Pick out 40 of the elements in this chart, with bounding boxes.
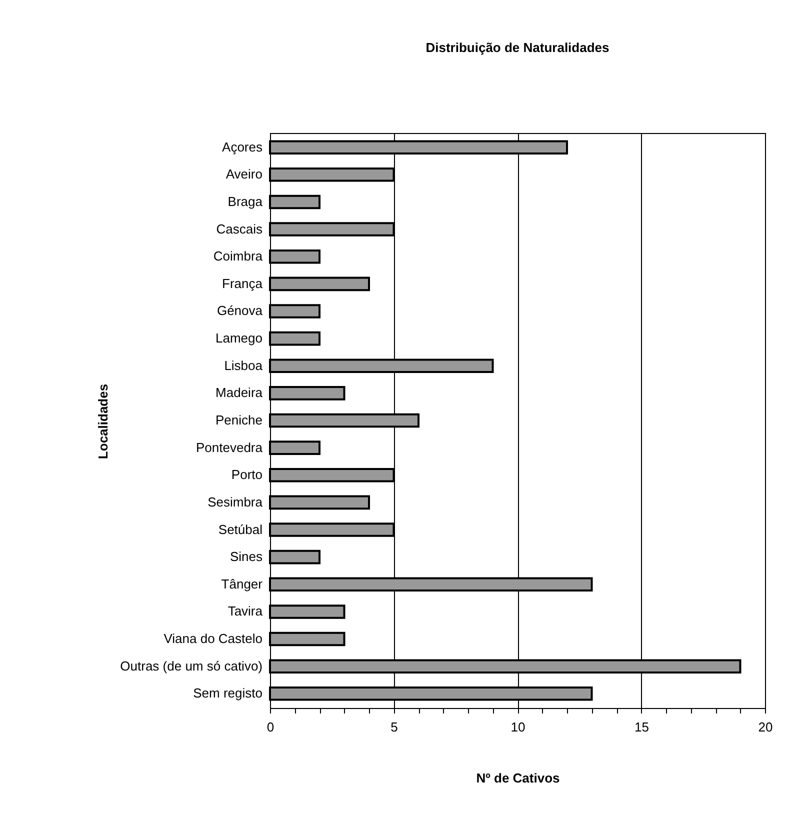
x-tick-label: 5 bbox=[390, 720, 398, 734]
y-tick-label: Braga bbox=[228, 194, 264, 209]
y-tick-label: Porto bbox=[231, 467, 262, 482]
x-tick-label: 10 bbox=[510, 720, 526, 734]
y-tick-label: Tavira bbox=[228, 604, 264, 619]
bar bbox=[269, 276, 370, 292]
y-tick-label: França bbox=[222, 276, 264, 291]
y-tick-label: Génova bbox=[216, 303, 264, 318]
bar bbox=[269, 440, 320, 455]
bar bbox=[269, 386, 346, 400]
y-tick-label: Pontevedra bbox=[196, 440, 264, 455]
bar bbox=[269, 604, 346, 619]
y-tick-label: Lisboa bbox=[224, 358, 264, 373]
y-tick-label: Peniche bbox=[216, 412, 262, 428]
y-tick-label: Madeira bbox=[216, 385, 264, 400]
y-tick-label: Sesimbra bbox=[208, 494, 264, 510]
y-tick-label: Coimbra bbox=[213, 248, 264, 264]
bar bbox=[269, 304, 320, 318]
y-tick-label: Tânger bbox=[221, 576, 264, 592]
x-tick-label: 0 bbox=[266, 720, 274, 734]
bar bbox=[269, 550, 320, 564]
y-tick-label: Viana do Castelo bbox=[164, 631, 262, 646]
x-axis-title: Nº de Cativos bbox=[476, 770, 560, 786]
y-tick-label: Aveiro bbox=[226, 166, 262, 182]
y-axis-title: Localidades bbox=[96, 384, 110, 460]
y-tick-label: Cascais bbox=[216, 221, 263, 236]
x-tick-label: 15 bbox=[634, 720, 649, 734]
bar bbox=[269, 249, 320, 264]
bar bbox=[269, 632, 346, 646]
bar bbox=[269, 331, 320, 346]
x-tick-label: 20 bbox=[758, 720, 773, 734]
y-tick-label: Outras (de um só cativo) bbox=[120, 658, 262, 674]
bar bbox=[269, 194, 320, 210]
y-tick-label: Sem registo bbox=[193, 686, 262, 701]
bar bbox=[269, 495, 370, 510]
y-tick-label: Sines bbox=[230, 549, 263, 564]
y-tick-label: Setúbal bbox=[218, 522, 263, 537]
y-tick-label: Lamego bbox=[216, 330, 262, 346]
y-tick-label: Açores bbox=[222, 139, 263, 154]
chart-title: Distribuição de Naturalidades bbox=[426, 40, 610, 55]
